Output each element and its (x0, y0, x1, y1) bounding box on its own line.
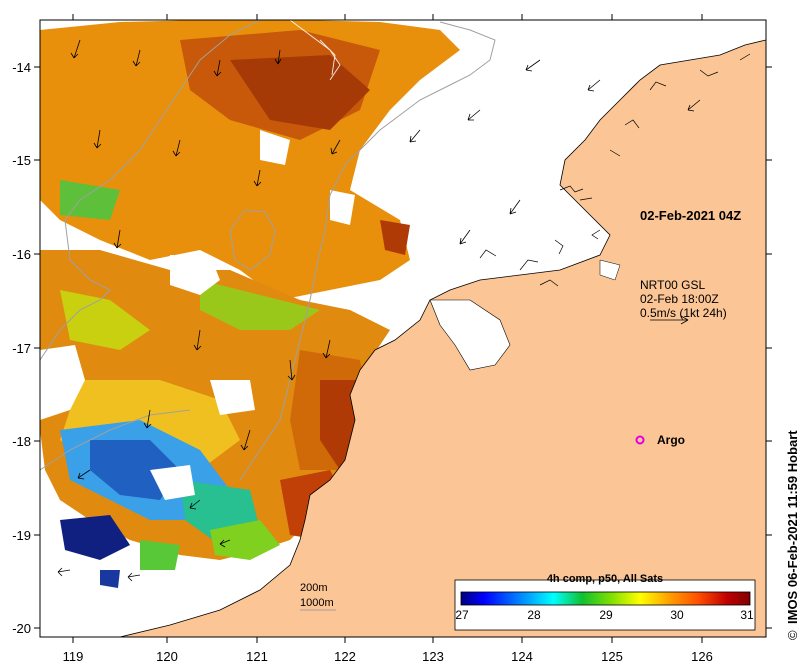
plot-frame (39, 19, 767, 638)
isobath-label-1000: 1000m (300, 597, 334, 609)
colorbar-title: 4h comp, p50, All Sats (547, 573, 663, 585)
colorbar-tick: 29 (599, 608, 613, 622)
lon-tick-label: 124 (511, 649, 533, 664)
current-legend-product: NRT00 GSL (640, 278, 705, 292)
inlet (429, 299, 511, 371)
current-legend-scale: 0.5m/s (1kt 24h) (640, 306, 727, 320)
lon-tick-label: 122 (334, 649, 356, 664)
colorbar: 4h comp, p50, All Sats 27 28 29 30 31 (454, 573, 756, 631)
lat-tick-label: -18 (12, 434, 31, 449)
current-vectors (57, 39, 701, 582)
lat-tick-label: -15 (12, 153, 31, 168)
lat-axis: -14 -15 -16 -17 -18 -19 -20 (12, 60, 772, 636)
snapshot-time-label: 02-Feb-2021 04Z (640, 208, 741, 223)
lon-axis: 119 120 121 122 123 124 125 126 (63, 14, 713, 664)
coastline-detail (479, 53, 751, 287)
colorbar-tick: 31 (740, 608, 754, 622)
current-legend-time: 02-Feb 18:00Z (640, 292, 719, 306)
copyright-icon: © (785, 630, 800, 640)
credit: © IMOS 06-Feb-2021 11:59 Hobart (785, 430, 800, 640)
argo-label: Argo (657, 433, 685, 447)
colorbar-tick: 30 (670, 608, 684, 622)
lon-tick-label: 121 (246, 649, 268, 664)
isobaths-light (289, 20, 341, 81)
scale-arrow (650, 315, 689, 325)
island (599, 259, 621, 281)
lat-tick-label: -14 (12, 60, 31, 75)
colorbar-tick: 28 (527, 608, 541, 622)
argo-float-marker (635, 435, 645, 445)
lon-tick-label: 120 (156, 649, 178, 664)
lon-tick-label: 119 (63, 649, 84, 664)
lon-tick-label: 126 (691, 649, 713, 664)
colorbar-tick: 27 (455, 608, 469, 622)
isobath-label-200: 200m (300, 582, 328, 594)
data-gaps (40, 130, 355, 637)
lat-tick-label: -20 (12, 621, 31, 636)
colorbar-gradient (460, 591, 751, 606)
lat-tick-label: -16 (12, 247, 31, 262)
lat-tick-label: -19 (12, 528, 31, 543)
lon-tick-label: 123 (422, 649, 444, 664)
lat-tick-label: -17 (12, 341, 31, 356)
lon-tick-label: 125 (601, 649, 623, 664)
credit-text: IMOS 06-Feb-2021 11:59 Hobart (785, 430, 800, 624)
